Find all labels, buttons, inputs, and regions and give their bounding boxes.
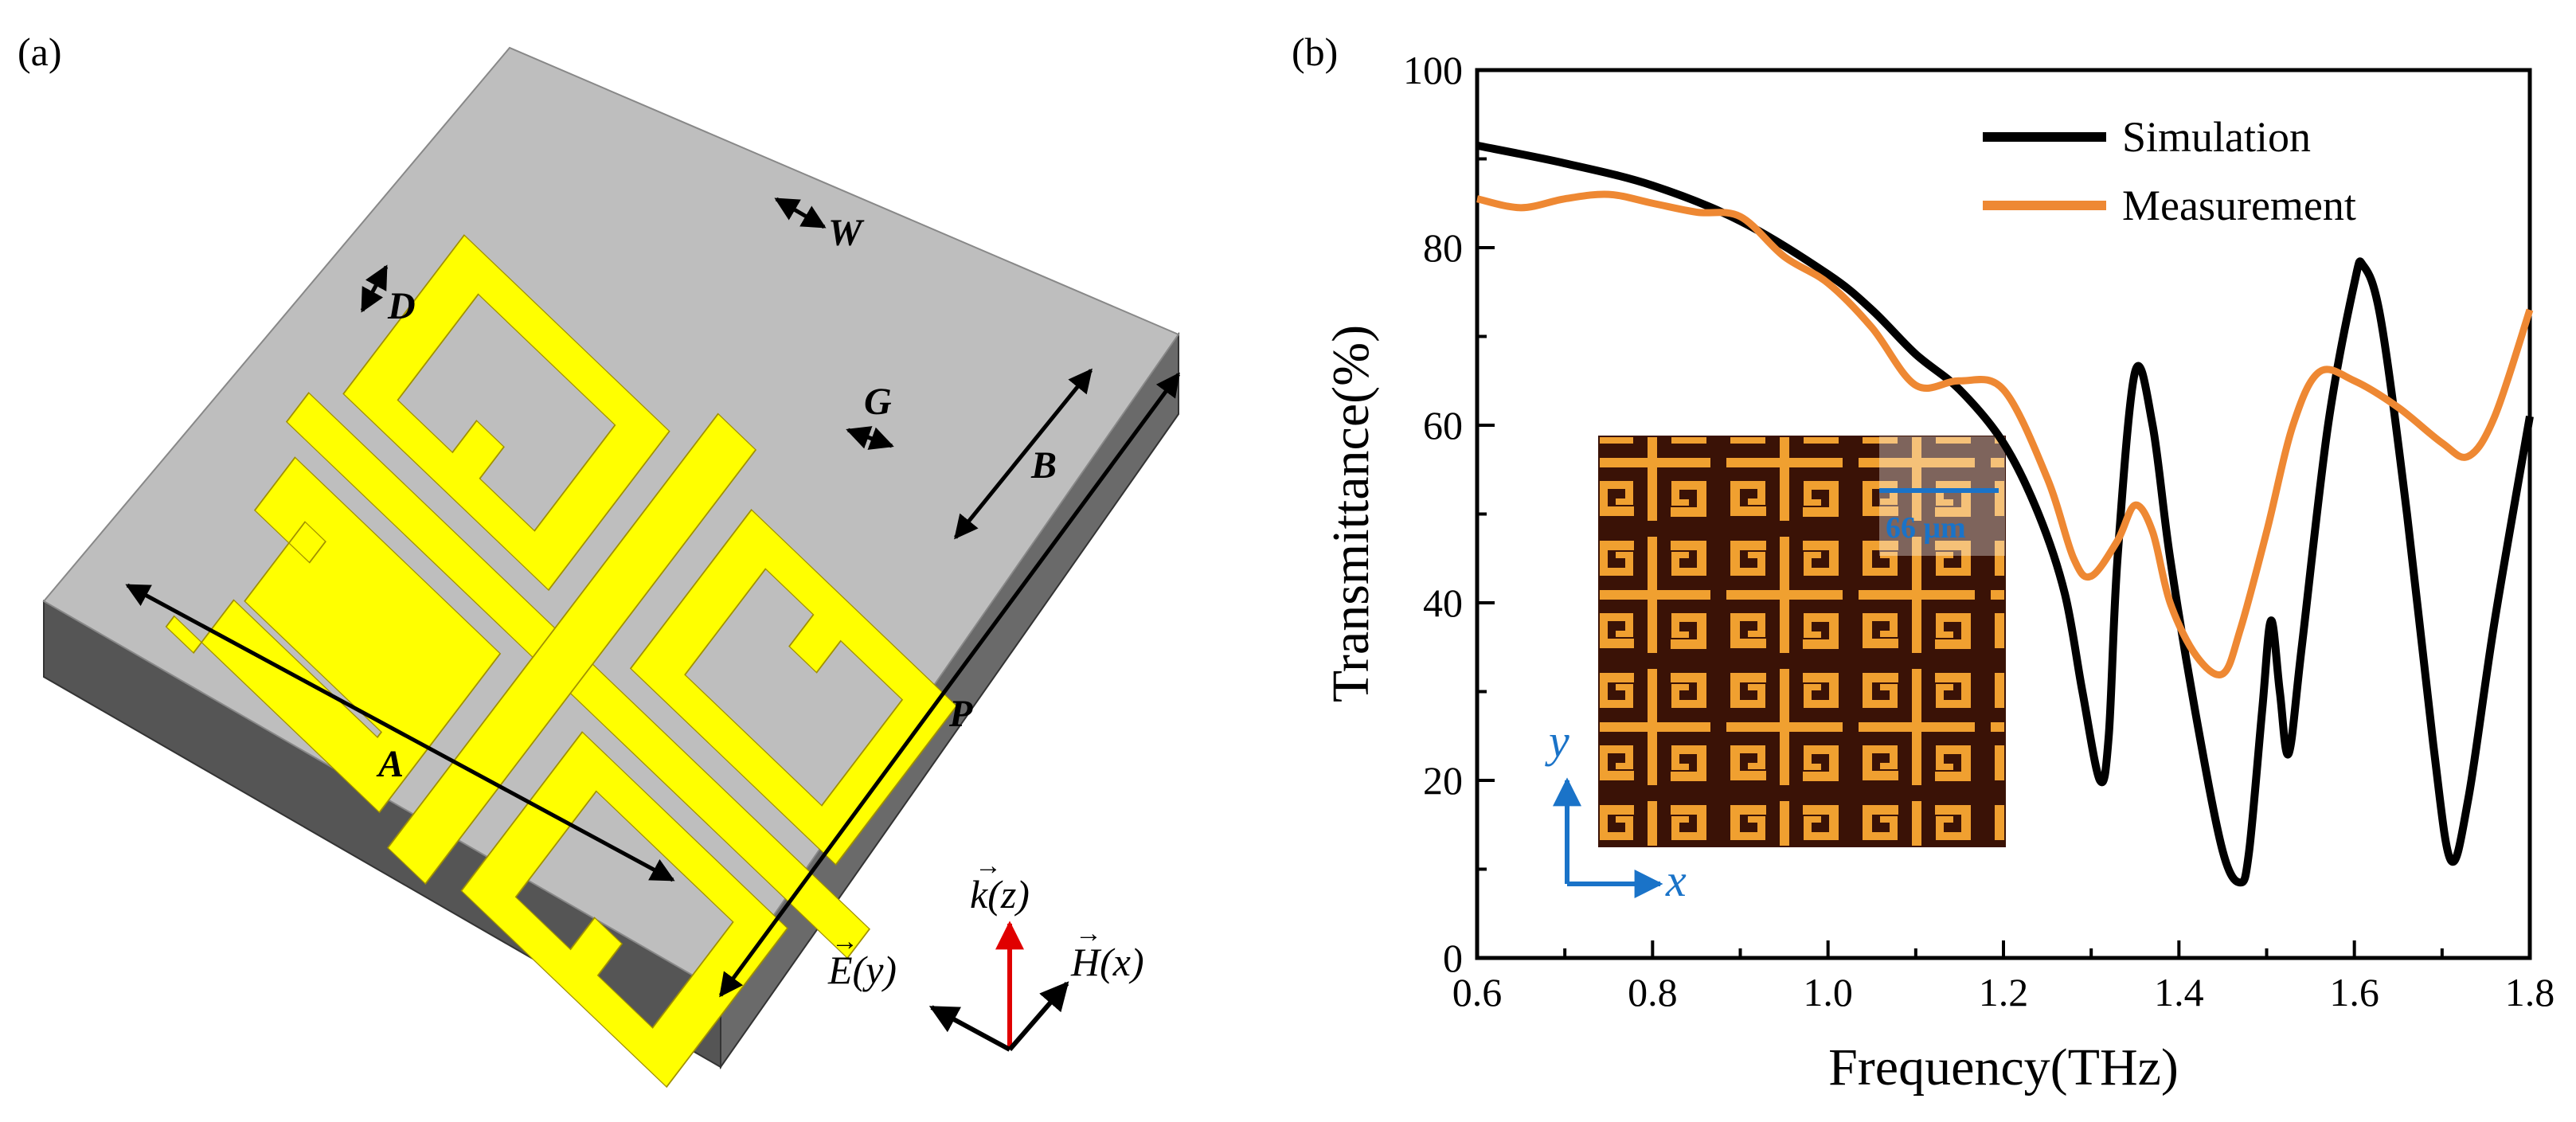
panel-a-label: (a) bbox=[18, 29, 62, 74]
x-tick-label: 1.8 bbox=[2505, 970, 2555, 1014]
inset-y-label: y bbox=[1545, 715, 1569, 767]
dim-w-arrow bbox=[774, 197, 827, 229]
e-vector-arrow bbox=[928, 1005, 1011, 1052]
dim-p-arrow bbox=[718, 372, 1181, 998]
chart-panel: (b) 66 μm x y 0.6 0.8 1.0 1.2 1.4 1.6 1.8 0 20 40… bbox=[1292, 29, 2555, 1097]
h-vector-arrow bbox=[1007, 981, 1069, 1051]
inset-x-label: x bbox=[1665, 854, 1687, 906]
series-line-simulation bbox=[1476, 141, 2534, 887]
inset-photo bbox=[1598, 436, 2006, 847]
x-tick-label: 1.4 bbox=[2154, 970, 2204, 1014]
dim-g-label: G bbox=[864, 381, 892, 423]
k-vector-label: k(z) bbox=[970, 872, 1030, 917]
dim-a-arrow bbox=[125, 583, 675, 882]
y-tick-label: 100 bbox=[1403, 48, 1463, 92]
k-vector-hat: → bbox=[975, 851, 1002, 881]
schematic-panel: (a) W D G B A P k(z) E(y) bbox=[18, 29, 1181, 1089]
dim-d-label: D bbox=[387, 285, 416, 327]
e-vector-hat: → bbox=[831, 927, 858, 956]
y-tick-label: 20 bbox=[1423, 758, 1463, 803]
x-tick-label: 1.6 bbox=[2329, 970, 2379, 1014]
y-tick-label: 80 bbox=[1423, 225, 1463, 270]
substrate-top-face bbox=[42, 46, 1180, 993]
scale-bar-label: 66 μm bbox=[1886, 511, 1966, 545]
legend-label-simulation: Simulation bbox=[2122, 113, 2311, 161]
dim-d-arrow bbox=[360, 264, 389, 313]
series-layer bbox=[1476, 141, 2534, 887]
x-tick-label: 1.0 bbox=[1803, 970, 1853, 1014]
y-axis-title: Transmittance(%) bbox=[1322, 325, 1380, 702]
x-tick-label: 0.6 bbox=[1452, 970, 1503, 1014]
panel-b-label: (b) bbox=[1292, 29, 1338, 74]
tick-layer: 0.6 0.8 1.0 1.2 1.4 1.6 1.8 0 20 40 60 80 100 bbox=[1403, 48, 2555, 1014]
dim-a-label: A bbox=[376, 743, 404, 785]
h-vector-label: H(x) bbox=[1070, 940, 1144, 984]
inset-image: 66 μm x y bbox=[1545, 436, 2006, 906]
legend: Simulation Measurement bbox=[1983, 113, 2356, 229]
e-vector-label: E(y) bbox=[827, 948, 897, 992]
inset-highlight-cell bbox=[1879, 436, 2005, 556]
y-tick-label: 40 bbox=[1423, 581, 1463, 625]
dim-p-label: P bbox=[948, 693, 973, 735]
series-line-measurement bbox=[1476, 190, 2534, 678]
h-vector-hat: → bbox=[1075, 919, 1102, 948]
y-tick-label: 0 bbox=[1443, 936, 1463, 980]
legend-label-measurement: Measurement bbox=[2122, 182, 2356, 229]
dim-w-label: W bbox=[828, 212, 865, 254]
dim-b-label: B bbox=[1030, 444, 1057, 487]
x-tick-label: 1.2 bbox=[1979, 970, 2029, 1014]
split-ring-top-left bbox=[342, 234, 670, 592]
x-tick-label: 0.8 bbox=[1628, 970, 1678, 1014]
x-axis-title: Frequency(THz) bbox=[1828, 1038, 2179, 1097]
y-tick-label: 60 bbox=[1423, 403, 1463, 448]
